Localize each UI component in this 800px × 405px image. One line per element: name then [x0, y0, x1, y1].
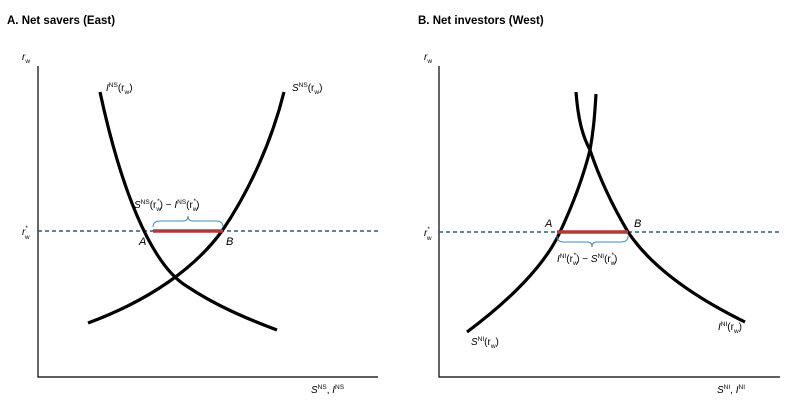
- panel-b-x-axis-label: SNI, INI: [717, 384, 745, 396]
- panel-a-x-axis-label: SNS, INS: [311, 384, 345, 396]
- panel-b: B. Net investors (West) rw SNI, INI r* w …: [418, 15, 780, 396]
- panel-a-saving-curve-label: SNS(rw): [292, 82, 322, 96]
- panel-a: A. Net savers (East) rw SNS, INS r* w INS…: [7, 15, 378, 396]
- panel-b-axes: [438, 66, 780, 378]
- panel-b-rate-label: r* w: [424, 226, 432, 242]
- panel-a-title: A. Net savers (East): [7, 15, 115, 27]
- panel-a-gap-label: SNS(rw*) − INS(rw*): [134, 198, 199, 213]
- panel-b-point-b: B: [634, 218, 641, 230]
- panel-a-rate-label: r* w: [22, 225, 30, 241]
- panel-b-brace: [556, 235, 629, 248]
- panel-a-brace: [152, 215, 224, 228]
- panel-a-investment-curve: [98, 91, 278, 332]
- panel-a-point-b: B: [226, 236, 233, 248]
- panel-b-investment-curve-label: INI(rw): [718, 321, 742, 335]
- panel-a-axes: [37, 66, 378, 378]
- panel-a-y-axis-label: rw: [22, 52, 30, 65]
- panel-a-point-a: A: [138, 236, 146, 248]
- panel-b-title: B. Net investors (West): [418, 15, 544, 27]
- panel-b-gap-label: INI(rw*) − SNI(rw*): [557, 252, 617, 267]
- panel-b-saving-curve: [466, 93, 598, 334]
- panel-b-point-a: A: [544, 218, 552, 230]
- panel-b-y-axis-label: rw: [424, 52, 432, 65]
- panel-b-saving-curve-label: SNI(rw): [471, 336, 499, 350]
- panel-a-investment-curve-label: INS(rw): [106, 82, 133, 96]
- panel-b-investment-curve: [574, 91, 746, 324]
